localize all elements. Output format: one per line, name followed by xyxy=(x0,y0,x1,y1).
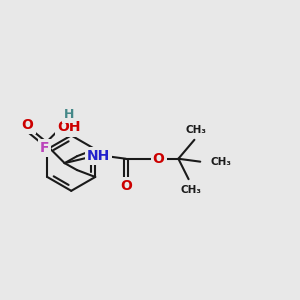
Text: CH₃: CH₃ xyxy=(185,125,206,135)
Text: O: O xyxy=(22,118,34,132)
Text: H: H xyxy=(64,108,74,121)
Text: NH: NH xyxy=(87,149,110,163)
Text: F: F xyxy=(40,141,49,155)
Text: O: O xyxy=(153,152,164,166)
Text: CH₃: CH₃ xyxy=(181,185,202,195)
Text: CH₃: CH₃ xyxy=(211,157,232,167)
Text: O: O xyxy=(120,179,132,194)
Text: OH: OH xyxy=(58,121,81,134)
